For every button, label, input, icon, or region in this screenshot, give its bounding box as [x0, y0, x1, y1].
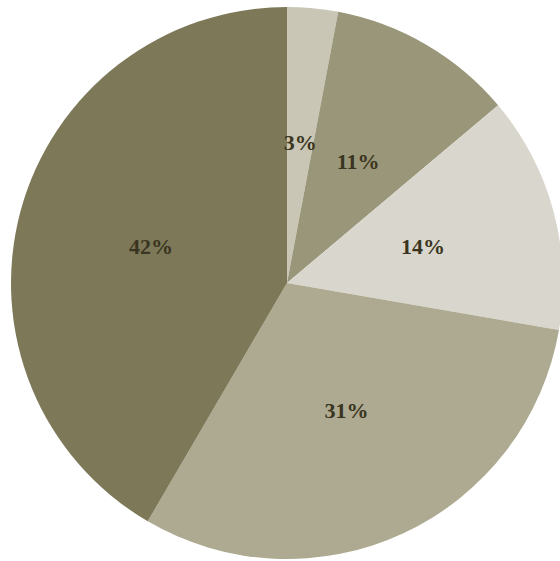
svg-text:42%: 42% [129, 234, 173, 259]
svg-text:14%: 14% [401, 234, 445, 259]
svg-text:31%: 31% [324, 398, 368, 423]
svg-text:3%: 3% [284, 130, 317, 155]
svg-text:11%: 11% [337, 149, 380, 174]
